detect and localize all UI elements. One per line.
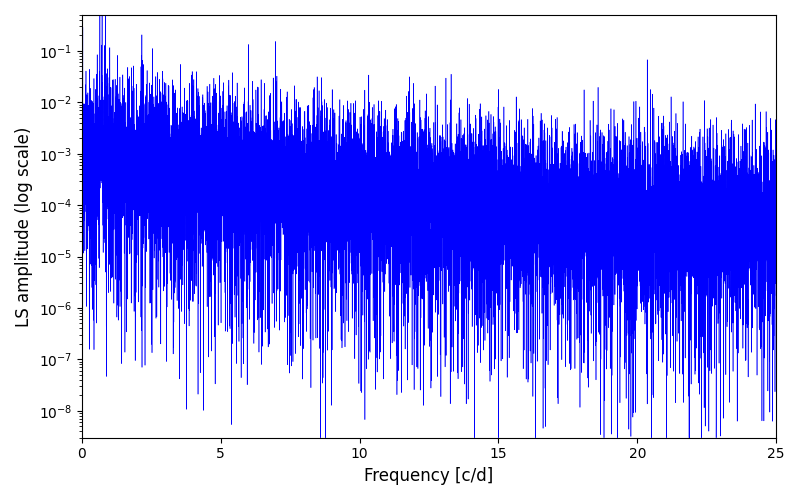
Y-axis label: LS amplitude (log scale): LS amplitude (log scale) [15,126,33,326]
X-axis label: Frequency [c/d]: Frequency [c/d] [364,467,494,485]
